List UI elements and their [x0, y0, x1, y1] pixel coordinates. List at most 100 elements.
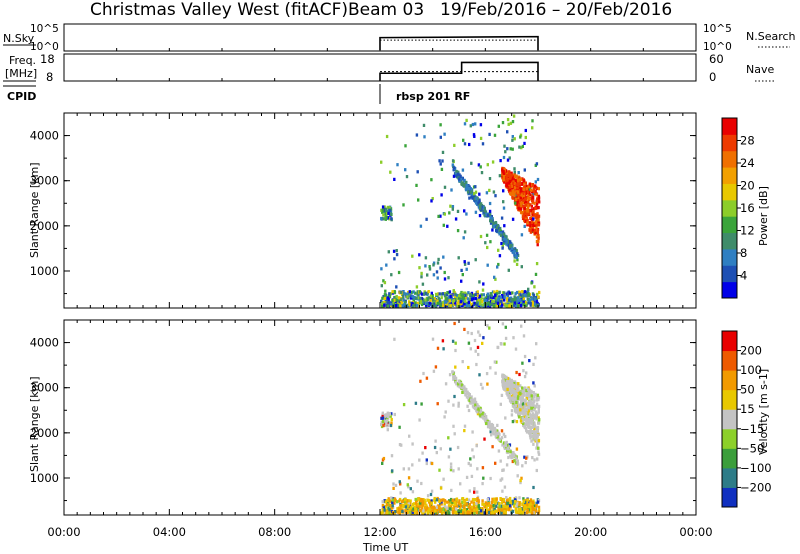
range-cell	[389, 414, 392, 418]
range-cell	[478, 373, 481, 377]
range-cell	[503, 510, 506, 514]
range-cell	[520, 193, 523, 197]
range-cell	[523, 207, 526, 211]
range-cell	[519, 133, 523, 137]
range-cell	[386, 411, 389, 415]
range-cell	[522, 411, 525, 415]
range-cell	[462, 385, 465, 389]
range-cell	[509, 396, 513, 400]
range-cell	[415, 285, 419, 289]
range-cell	[512, 336, 515, 340]
range-cell	[428, 503, 432, 507]
range-cell	[479, 300, 482, 304]
range-cell	[526, 389, 529, 393]
range-cell	[487, 296, 490, 300]
range-cell	[383, 293, 387, 297]
range-cell	[524, 386, 527, 390]
range-cell	[432, 273, 436, 277]
range-cell	[510, 413, 514, 417]
range-cell	[463, 511, 466, 515]
range-cell	[448, 290, 452, 294]
range-cell	[500, 299, 503, 303]
range-cell	[425, 458, 428, 462]
range-cell	[419, 508, 422, 513]
range-cell	[431, 303, 434, 307]
x-tick-label: 16:00	[469, 525, 502, 539]
range-cell	[496, 345, 500, 350]
range-cell	[456, 304, 459, 308]
range-cell	[488, 212, 492, 217]
range-cell	[528, 228, 531, 232]
range-cell	[502, 504, 505, 508]
range-cell	[423, 510, 427, 514]
range-cell	[472, 497, 475, 502]
range-cell	[496, 224, 500, 228]
range-cell	[496, 304, 499, 308]
range-cell	[522, 369, 525, 373]
range-cell	[507, 304, 511, 308]
range-cell	[438, 499, 442, 503]
range-cell	[526, 502, 529, 507]
range-cell	[437, 257, 440, 261]
range-cell	[461, 291, 464, 295]
nave-tick-bottom: 0	[709, 70, 716, 84]
range-cell	[515, 249, 518, 253]
range-cell	[537, 187, 540, 191]
range-cell	[443, 294, 447, 298]
range-cell	[478, 214, 482, 218]
range-cell	[457, 404, 460, 408]
range-cell	[511, 499, 515, 503]
colorbar-segment	[722, 370, 737, 391]
range-cell	[535, 235, 539, 239]
range-cell	[387, 423, 390, 427]
range-cell	[447, 399, 450, 403]
range-cell	[518, 509, 522, 513]
range-cell	[433, 302, 436, 306]
range-cell	[397, 510, 400, 514]
colorbar-segment	[722, 232, 737, 250]
range-cell	[520, 211, 523, 215]
range-cell	[511, 398, 515, 402]
range-cell	[503, 444, 506, 449]
range-cell	[533, 384, 536, 388]
range-cell	[475, 362, 478, 367]
range-cell	[528, 412, 532, 416]
range-cell	[522, 334, 526, 338]
range-cell	[518, 298, 522, 302]
range-cell	[421, 282, 425, 286]
range-cell	[442, 507, 445, 511]
range-cell	[387, 250, 390, 254]
range-cell	[513, 295, 516, 299]
range-cell	[432, 369, 436, 373]
range-cell	[525, 510, 529, 515]
range-cell	[532, 442, 535, 446]
range-cell	[449, 304, 452, 308]
range-cell	[507, 122, 510, 126]
range-cell	[446, 506, 449, 510]
range-cell	[432, 263, 435, 267]
range-cell	[494, 277, 497, 281]
range-cell	[384, 504, 387, 508]
range-cell	[398, 425, 401, 429]
range-cell	[537, 438, 541, 443]
range-cell	[525, 388, 528, 393]
range-cell	[491, 219, 494, 223]
range-cell	[478, 280, 481, 284]
range-cell	[502, 200, 505, 204]
range-cell	[496, 509, 499, 513]
range-cell	[468, 304, 471, 308]
range-cell	[393, 257, 396, 261]
range-cell	[395, 249, 398, 253]
range-cell	[526, 209, 530, 213]
range-cell	[492, 504, 495, 508]
range-cell	[441, 292, 445, 296]
range-cell	[458, 499, 461, 503]
range-cell	[499, 159, 502, 163]
range-cell	[531, 199, 534, 203]
range-cell	[532, 433, 535, 437]
nave-label: Nave	[746, 63, 774, 76]
beam-label: Beam 03	[348, 0, 424, 20]
range-cell	[388, 206, 391, 210]
range-cell	[517, 412, 521, 417]
range-cell	[510, 171, 513, 175]
